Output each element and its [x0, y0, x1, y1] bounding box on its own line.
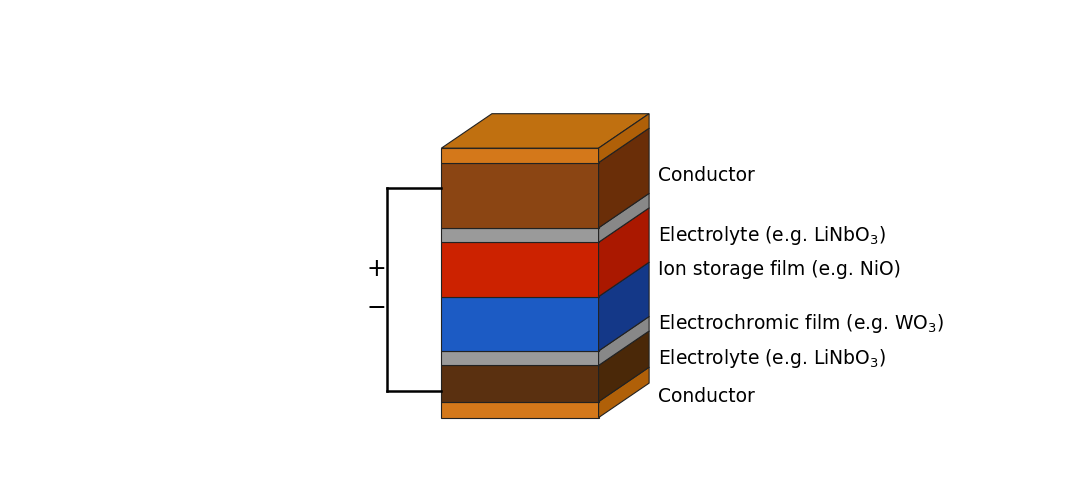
- Polygon shape: [598, 114, 649, 163]
- Polygon shape: [441, 148, 598, 163]
- Polygon shape: [441, 114, 649, 148]
- Polygon shape: [441, 228, 598, 243]
- Text: Ion storage film (e.g. NiO): Ion storage film (e.g. NiO): [658, 260, 901, 279]
- Polygon shape: [441, 367, 649, 401]
- Polygon shape: [441, 262, 649, 296]
- Polygon shape: [598, 193, 649, 243]
- Polygon shape: [598, 367, 649, 417]
- Text: Electrolyte (e.g. LiNbO$_{3}$): Electrolyte (e.g. LiNbO$_{3}$): [658, 347, 887, 370]
- Polygon shape: [441, 296, 598, 351]
- Polygon shape: [598, 128, 649, 228]
- Polygon shape: [441, 163, 598, 228]
- Polygon shape: [441, 193, 649, 228]
- Polygon shape: [441, 208, 649, 243]
- Text: Conductor: Conductor: [658, 166, 756, 185]
- Polygon shape: [441, 351, 598, 365]
- Polygon shape: [441, 316, 649, 351]
- Polygon shape: [441, 243, 598, 296]
- Polygon shape: [598, 262, 649, 351]
- Polygon shape: [598, 331, 649, 401]
- Text: Conductor: Conductor: [658, 387, 756, 406]
- Text: +: +: [366, 257, 387, 281]
- Polygon shape: [441, 401, 598, 417]
- Polygon shape: [441, 128, 649, 163]
- Polygon shape: [441, 365, 598, 401]
- Polygon shape: [598, 208, 649, 296]
- Polygon shape: [441, 331, 649, 365]
- Text: Electrolyte (e.g. LiNbO$_{3}$): Electrolyte (e.g. LiNbO$_{3}$): [658, 224, 887, 246]
- Text: Electrochromic film (e.g. WO$_{3}$): Electrochromic film (e.g. WO$_{3}$): [658, 312, 945, 335]
- Polygon shape: [598, 316, 649, 365]
- Text: −: −: [366, 295, 387, 320]
